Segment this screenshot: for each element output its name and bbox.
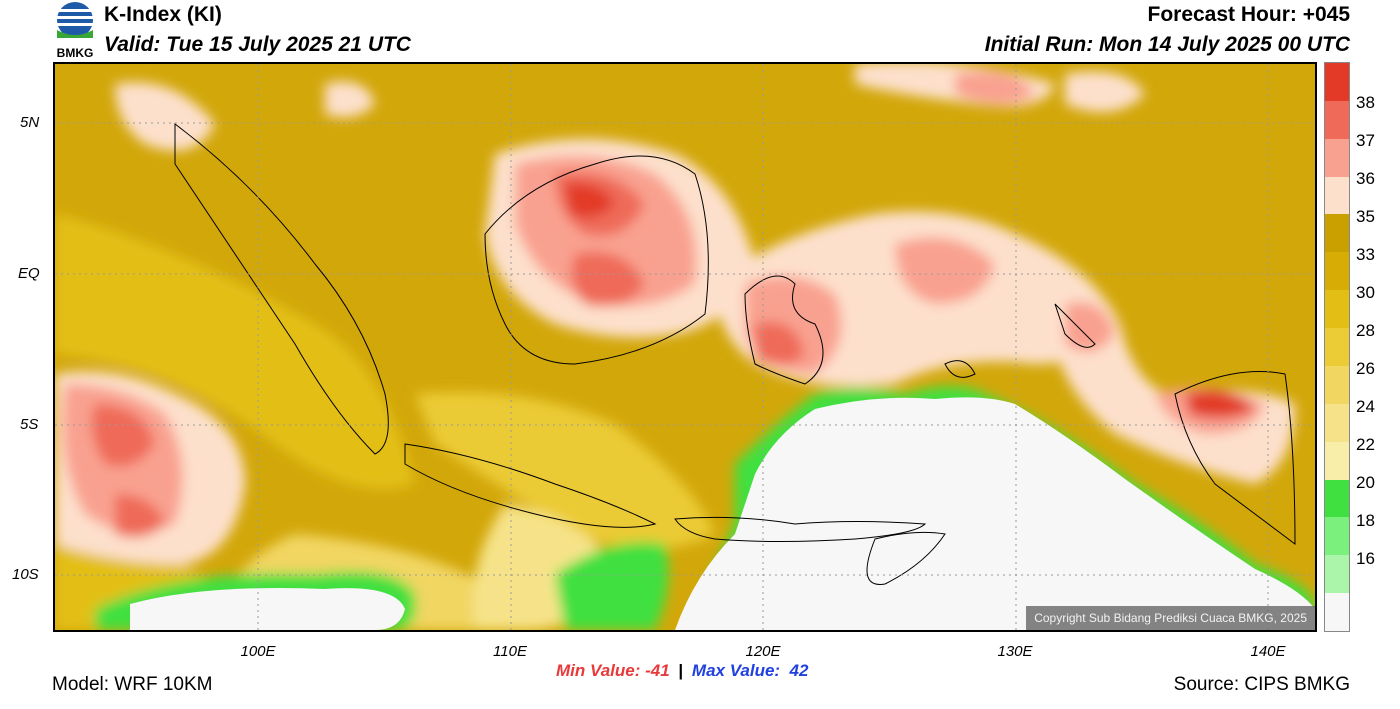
colorbar-segment bbox=[1325, 555, 1349, 594]
min-value: Min Value: -41 bbox=[556, 661, 670, 680]
colorbar-segment bbox=[1325, 100, 1349, 139]
max-value: Max Value: 42 bbox=[691, 661, 809, 680]
colorbar-segment bbox=[1325, 63, 1349, 101]
valid-time: Valid: Tue 15 July 2025 21 UTC bbox=[104, 33, 411, 56]
colorbar-segment bbox=[1325, 365, 1349, 404]
min-max-values: Min Value: -41 | Max Value: 42 bbox=[556, 661, 808, 681]
colorbar-label: 30 bbox=[1356, 283, 1375, 302]
colorbar-segment bbox=[1325, 593, 1349, 631]
colorbar-segment bbox=[1325, 138, 1349, 177]
colorbar-segment bbox=[1325, 403, 1349, 442]
colorbar-segment bbox=[1325, 479, 1349, 518]
lat-label-10s: 10S bbox=[12, 566, 39, 583]
lon-label-140e: 140E bbox=[1250, 643, 1286, 660]
lon-label-120e: 120E bbox=[745, 643, 781, 660]
model-label: Model: WRF 10KM bbox=[52, 674, 213, 695]
lat-label-5n: 5N bbox=[20, 114, 40, 131]
source-label: Source: CIPS BMKG bbox=[1173, 674, 1350, 695]
colorbar-label: 38 bbox=[1356, 93, 1375, 112]
forecast-hour: Forecast Hour: +045 bbox=[1147, 3, 1351, 26]
copyright-label: Copyright Sub Bidang Prediksi Cuaca BMKG… bbox=[1026, 606, 1315, 630]
colorbar-segment bbox=[1325, 214, 1349, 253]
colorbar-label: 33 bbox=[1356, 245, 1375, 264]
bmkg-logo: BMKG bbox=[52, 0, 98, 60]
colorbar-label: 28 bbox=[1356, 321, 1375, 340]
lon-label-100e: 100E bbox=[240, 643, 276, 660]
colorbar-label: 20 bbox=[1356, 473, 1375, 492]
colorbar-label: 24 bbox=[1356, 397, 1375, 416]
initial-run: Initial Run: Mon 14 July 2025 00 UTC bbox=[984, 33, 1350, 56]
lat-label-5s: 5S bbox=[20, 416, 39, 433]
colorbar-label: 26 bbox=[1356, 359, 1375, 378]
colorbar-label: 16 bbox=[1356, 549, 1375, 568]
colorbar-label: 35 bbox=[1356, 207, 1375, 226]
colorbar-segment bbox=[1325, 252, 1349, 291]
colorbar-segment bbox=[1325, 441, 1349, 480]
k-index-field bbox=[55, 64, 1315, 630]
lon-label-130e: 130E bbox=[997, 643, 1033, 660]
colorbar-segment bbox=[1325, 176, 1349, 215]
colorbar-label: 37 bbox=[1356, 131, 1375, 150]
colorbar-label: 36 bbox=[1356, 169, 1375, 188]
lon-label-110e: 110E bbox=[493, 643, 527, 660]
logo-text: BMKG bbox=[57, 46, 94, 60]
colorbar-label: 22 bbox=[1356, 435, 1375, 454]
colorbar-segment bbox=[1325, 290, 1349, 329]
colorbar bbox=[1324, 62, 1350, 632]
colorbar-segment bbox=[1325, 328, 1349, 366]
map-panel: Copyright Sub Bidang Prediksi Cuaca BMKG… bbox=[53, 62, 1317, 632]
colorbar-label: 18 bbox=[1356, 511, 1375, 530]
min-max-separator: | bbox=[678, 661, 684, 680]
lat-label-eq: EQ bbox=[18, 265, 40, 282]
colorbar-segment bbox=[1325, 517, 1349, 556]
chart-title: K-Index (KI) bbox=[104, 3, 222, 26]
